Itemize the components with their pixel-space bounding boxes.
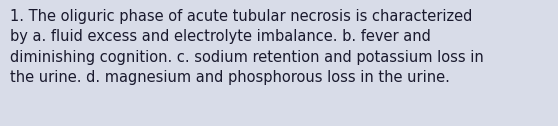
- Text: 1. The oliguric phase of acute tubular necrosis is characterized
by a. fluid exc: 1. The oliguric phase of acute tubular n…: [10, 9, 484, 85]
